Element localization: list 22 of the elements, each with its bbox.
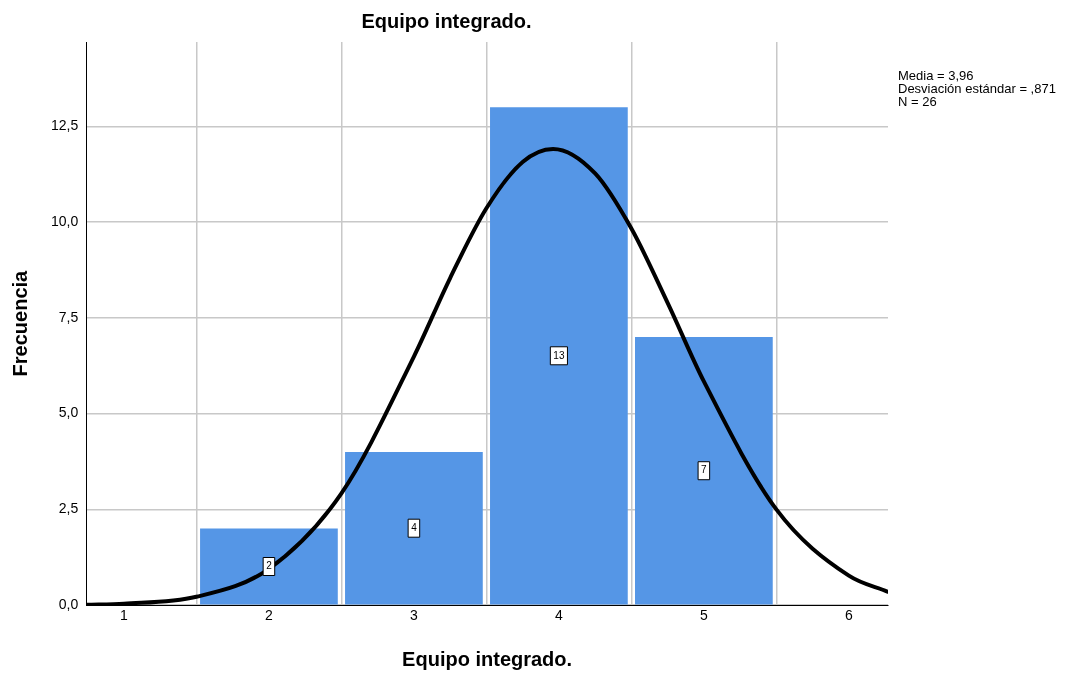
x-tick-label: 3: [410, 607, 419, 624]
data-label: 13: [553, 349, 565, 361]
data-label: 7: [701, 464, 708, 476]
y-tick-label: 12,5: [51, 117, 79, 134]
x-tick-label: 1: [120, 607, 129, 624]
x-tick-label: 6: [844, 607, 853, 624]
data-label: 4: [411, 521, 418, 533]
x-tick-label: 5: [699, 607, 708, 624]
x-tick-label: 2: [265, 607, 274, 624]
text: N = 26: [898, 94, 937, 110]
y-tick-label: 0,0: [58, 596, 79, 613]
text: Media = 3,96: [898, 68, 974, 84]
y-tick-label: 5,0: [58, 404, 79, 421]
y-tick-label: 7,5: [58, 308, 79, 325]
chart-title: Equipo integrado.: [361, 9, 532, 32]
x-axis-title: Equipo integrado.: [402, 647, 573, 670]
data-label: 2: [266, 560, 273, 572]
y-tick-label: 10,0: [51, 212, 79, 229]
text: Desviación estándar = ,871: [898, 81, 1056, 97]
y-axis-title: Frecuencia: [8, 269, 31, 377]
x-tick-label: 4: [554, 607, 563, 624]
y-tick-label: 2,5: [58, 500, 79, 517]
